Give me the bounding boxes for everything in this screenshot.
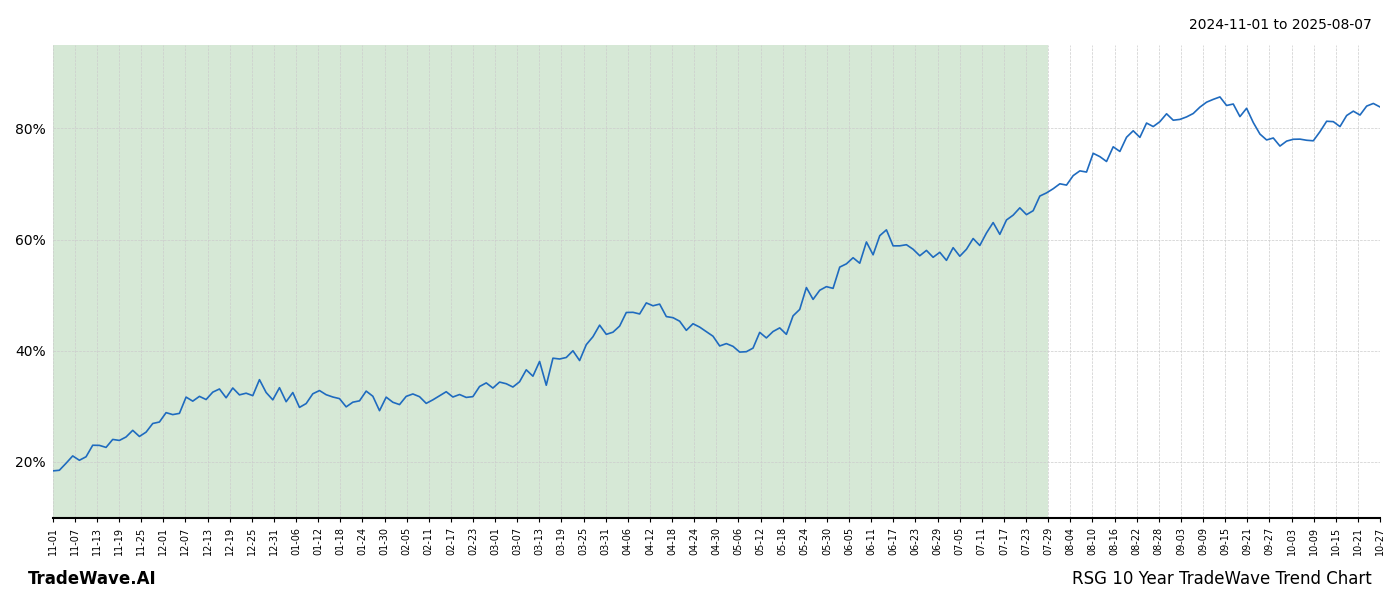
Text: TradeWave.AI: TradeWave.AI — [28, 570, 157, 588]
Bar — [53, 45, 1049, 518]
Text: RSG 10 Year TradeWave Trend Chart: RSG 10 Year TradeWave Trend Chart — [1072, 570, 1372, 588]
Text: 2024-11-01 to 2025-08-07: 2024-11-01 to 2025-08-07 — [1189, 18, 1372, 32]
